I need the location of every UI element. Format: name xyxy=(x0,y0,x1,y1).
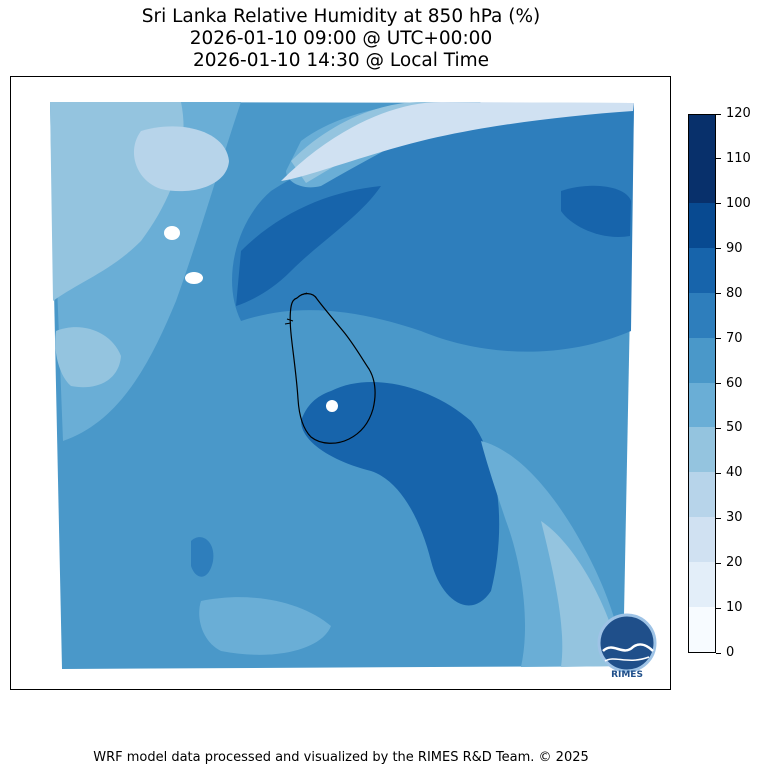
colorbar-tick xyxy=(716,158,721,160)
footer-credit: WRF model data processed and visualized … xyxy=(93,750,589,765)
title-line-2: 2026-01-10 09:00 @ UTC+00:00 xyxy=(189,28,493,49)
colorbar-segment xyxy=(689,516,715,563)
colorbar-segment xyxy=(689,156,715,203)
colorbar-tick-label: 110 xyxy=(726,150,751,166)
rimes-logo-waterline xyxy=(604,656,650,662)
colorbar-segment xyxy=(689,246,715,293)
colorbar-tick-label: 90 xyxy=(726,240,743,256)
humidity-contour-driest-patch xyxy=(133,126,229,192)
humidity-map: RIMES xyxy=(50,102,657,680)
colorbar xyxy=(688,114,716,653)
colorbar-segment xyxy=(689,115,715,158)
rimes-logo-text: RIMES xyxy=(611,670,643,680)
colorbar-tick xyxy=(716,338,721,340)
colorbar-tick xyxy=(716,293,721,295)
colorbar-tick xyxy=(716,652,721,654)
colorbar-tick-label: 60 xyxy=(726,375,743,391)
humidity-contour-drier-southeast xyxy=(541,521,616,667)
colorbar-tick-label: 80 xyxy=(726,285,743,301)
colorbar-tick-label: 30 xyxy=(726,510,743,526)
colorbar-segment xyxy=(689,201,715,248)
colorbar-tick-label: 100 xyxy=(726,195,751,211)
colorbar-segment xyxy=(689,471,715,518)
title-line-1: Sri Lanka Relative Humidity at 850 hPa (… xyxy=(141,6,541,27)
rimes-logo-wave xyxy=(602,643,654,652)
colorbar-segment xyxy=(689,336,715,383)
chart-title: Sri Lanka Relative Humidity at 850 hPa (… xyxy=(0,6,682,72)
rimes-logo: RIMES xyxy=(597,613,657,680)
missing-data-blob-3 xyxy=(326,400,338,412)
map-frame: RIMES xyxy=(10,76,671,690)
colorbar-segment xyxy=(689,426,715,473)
colorbar-tick xyxy=(716,248,721,250)
colorbar-tick-label: 20 xyxy=(726,555,743,571)
colorbar-tick xyxy=(716,517,721,519)
missing-data-blob-1 xyxy=(164,226,180,240)
colorbar-segment xyxy=(689,606,715,652)
humidity-contour-very-moist-east xyxy=(561,185,631,237)
colorbar-tick xyxy=(716,562,721,564)
humidity-contour-dry-patch-2 xyxy=(55,327,121,388)
humidity-contour-palest-northeast xyxy=(281,102,634,181)
colorbar-tick-label: 0 xyxy=(726,645,735,660)
colorbar-segment xyxy=(689,381,715,428)
humidity-contour-moist-patch-sw xyxy=(191,537,214,577)
missing-data-blob-2 xyxy=(185,272,203,284)
rimes-logo-emblem xyxy=(597,613,657,673)
colorbar-tick xyxy=(716,472,721,474)
colorbar-tick-label: 120 xyxy=(726,106,751,121)
colorbar-tick-label: 50 xyxy=(726,420,743,436)
colorbar-tick-label: 40 xyxy=(726,465,743,481)
colorbar-tick xyxy=(716,607,721,609)
humidity-contour-very-moist-north xyxy=(236,186,381,306)
humidity-contour-dry-patch-south xyxy=(199,597,331,655)
colorbar-segment xyxy=(689,291,715,338)
colorbar-tick xyxy=(716,113,721,115)
sri-lanka-coastline xyxy=(289,293,376,444)
colorbar-segment xyxy=(689,561,715,608)
jaffna-peninsula-outline xyxy=(284,292,308,325)
colorbar-tick-label: 70 xyxy=(726,330,743,346)
colorbar-tick xyxy=(716,383,721,384)
colorbar-tick-label: 10 xyxy=(726,600,743,616)
title-line-3: 2026-01-10 14:30 @ Local Time xyxy=(192,50,490,71)
colorbar-tick xyxy=(716,203,721,205)
colorbar-tick xyxy=(716,427,721,429)
